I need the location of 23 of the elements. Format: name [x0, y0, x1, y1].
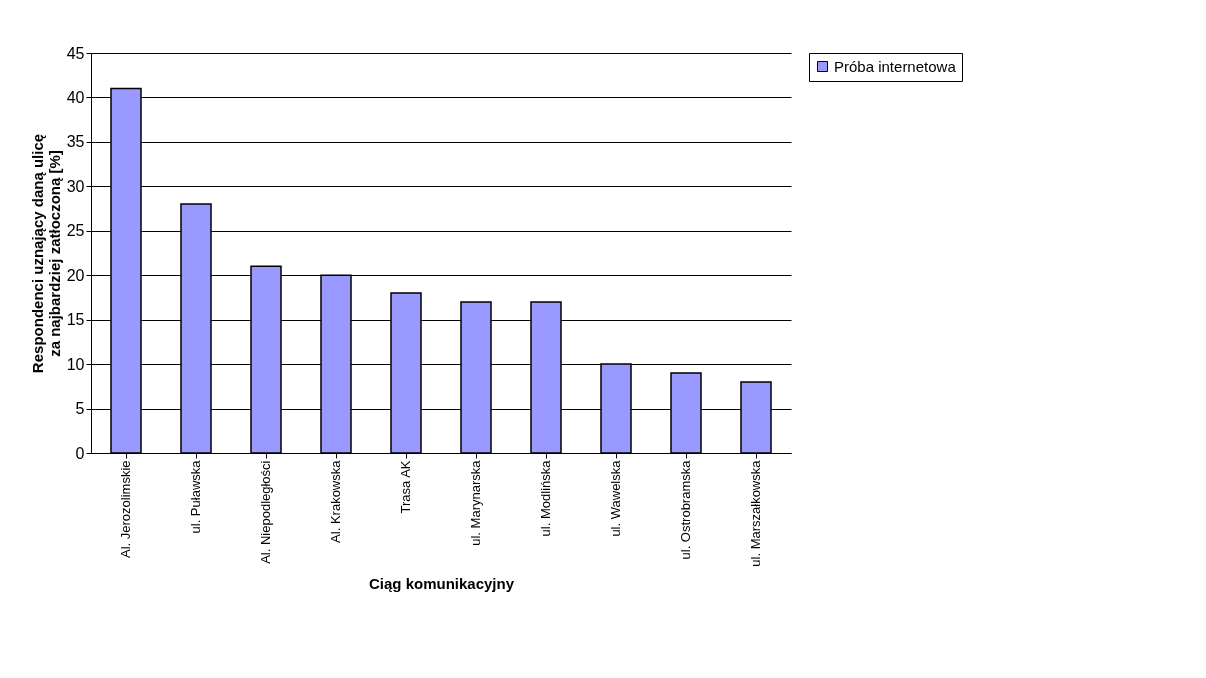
x-tick-label: Trasa AK: [398, 460, 413, 514]
legend-label: Próba internetowa: [834, 57, 957, 75]
y-tick-label: 10: [66, 355, 85, 373]
x-tick-label: Al. Jerozolimskie: [118, 460, 133, 559]
y-tick-label: 40: [66, 88, 85, 106]
x-tick-label: Al. Niepodległości: [258, 460, 273, 564]
y-tick-label: 35: [66, 133, 85, 151]
y-tick-label: 15: [66, 311, 85, 329]
y-tick-label: 0: [75, 444, 85, 462]
x-tick-label: ul. Puławska: [188, 459, 203, 534]
y-tick-label: 5: [75, 400, 85, 418]
y-axis-title: Respondenci uznający daną ulicę za najbardziej zatłoczoną [%]: [28, 133, 63, 374]
x-tick-label: ul. Ostrobramska: [678, 459, 693, 560]
y-tick-label: 20: [66, 266, 85, 284]
y-tick-label: 30: [66, 177, 85, 195]
y-tick-label: 25: [66, 222, 85, 240]
x-tick-label: ul. Modlińska: [538, 459, 553, 537]
x-tick-label: ul. Wawelska: [608, 459, 623, 537]
y-tick-label: 45: [66, 44, 85, 62]
x-axis-title: Ciąg komunikacyjny: [368, 574, 515, 592]
x-tick-label: ul. Marszałkowska: [748, 459, 763, 567]
x-tick-label: Al. Krakowska: [328, 459, 343, 543]
x-tick-label: ul. Marynarska: [468, 459, 483, 546]
